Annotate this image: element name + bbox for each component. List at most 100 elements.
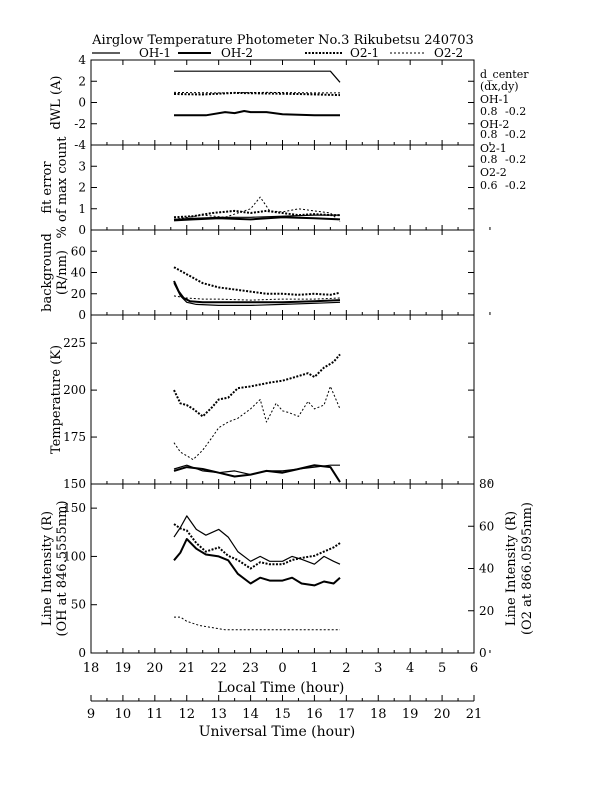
y-tick-label: 0 (78, 308, 86, 322)
local-time-axis: 18 19 20 21 22 23 0 1 2 3 4 5 6 (83, 661, 478, 676)
legend-label-o2-2: O2-2 (434, 46, 463, 60)
series-line-dwl-o2-1 (173, 91, 341, 97)
local-time-tick-label: 4 (406, 661, 414, 676)
universal-time-tick-label: 21 (466, 707, 483, 722)
y-tick-label: 4 (78, 53, 86, 67)
info-o2-1-dx: 0.8 (480, 153, 498, 166)
legend: OH-1 OH-2 O2-1 O2-2 (92, 46, 463, 60)
y-axis-label-2-line_intensity: (OH at 846.5555nm) (55, 500, 70, 636)
series-line-temperature-o2-1 (173, 353, 341, 418)
series-line-temperature-oh-2 (173, 464, 341, 483)
universal-time-axis-label: Universal Time (hour) (199, 724, 356, 740)
series-line-fit_error-oh-2 (173, 216, 341, 222)
legend-label-o2-1: O2-1 (350, 46, 379, 60)
local-time-tick-label: 0 (278, 661, 286, 676)
y-tick-label: 225 (63, 336, 86, 350)
y-tick-label: 40 (71, 266, 86, 280)
info-o2-1-dy: -0.2 (505, 153, 526, 166)
y-tick-label: -2 (74, 117, 86, 131)
info-oh-1-dy: -0.2 (505, 105, 526, 118)
series-line-fit_error-o2-2 (173, 196, 341, 222)
local-time-tick-label: 22 (210, 661, 227, 676)
info-oh-1-name: OH-1 (480, 93, 509, 106)
series-line-fit_error-o2-1 (173, 209, 340, 219)
y-tick-label-right: 40 (479, 562, 494, 576)
series-line-line_intensity-o2-2 (174, 616, 340, 631)
info-o2-2-name: O2-2 (480, 166, 507, 179)
local-time-tick-label: 6 (470, 661, 478, 676)
y-tick-label-right: 20 (479, 604, 494, 618)
panel-dwl: 4 2 0 -2 -4 dWL (A) (49, 53, 491, 152)
universal-time-tick-label: 12 (178, 707, 195, 722)
panel-background: 60 40 20 0 background (R/nm) (40, 229, 491, 322)
y-axis-label-right-line_intensity: Line Intensity (R) (504, 511, 519, 626)
series-line-temperature-o2-2 (173, 385, 341, 461)
info-heading: d_center (480, 68, 529, 81)
y-axis-label-background: background (40, 233, 55, 312)
y-tick-label: 20 (71, 287, 86, 301)
info-oh-2-dx: 0.8 (480, 128, 498, 141)
universal-time-tick-label: 17 (338, 707, 355, 722)
panel-frame-temperature (90, 314, 475, 485)
local-time-tick-label: 18 (83, 661, 100, 676)
series-line-background-o2-2 (173, 295, 341, 301)
y-axis-label-2-fit_error: % of max count (55, 136, 70, 239)
universal-time-axis: 9 10 11 12 13 14 15 16 17 18 19 20 21 (87, 695, 482, 722)
legend-label-oh-2: OH-2 (221, 46, 253, 60)
info-o2-1-name: O2-1 (480, 142, 507, 155)
universal-time-tick-label: 16 (306, 707, 323, 722)
y-tick-label: -4 (74, 138, 86, 152)
y-tick-label-right: 60 (479, 519, 494, 533)
y-tick-label-right: 0 (479, 646, 487, 660)
universal-time-tick-label: 20 (434, 707, 451, 722)
figure-title: Airglow Temperature Photometer No.3 Riku… (91, 33, 474, 48)
y-axis-label-line_intensity: Line Intensity (R) (40, 511, 55, 626)
y-tick-label: 1 (78, 202, 86, 216)
legend-label-oh-1: OH-1 (139, 46, 171, 60)
local-time-tick-label: 1 (310, 661, 318, 676)
y-axis-label-temperature: Temperature (K) (49, 345, 64, 454)
local-time-tick-label: 23 (242, 661, 259, 676)
panel-frame-dwl (90, 59, 475, 146)
y-tick-label: 100 (63, 549, 86, 563)
info-o2-2-dy: -0.2 (505, 179, 526, 192)
universal-time-tick-label: 14 (242, 707, 259, 722)
universal-time-tick-label: 11 (147, 707, 164, 722)
info-o2-2-dx: 0.6 (480, 179, 498, 192)
y-tick-label: 0 (78, 96, 86, 110)
y-tick-label: 200 (63, 383, 86, 397)
universal-time-tick-label: 10 (115, 707, 132, 722)
universal-time-tick-label: 9 (87, 707, 95, 722)
series-line-line_intensity-oh-2 (173, 538, 341, 587)
local-time-tick-label: 19 (115, 661, 132, 676)
local-time-tick-label: 20 (147, 661, 164, 676)
y-tick-label: 50 (71, 598, 86, 612)
series-line-background-oh-2 (173, 280, 341, 304)
series-line-line_intensity-oh-1 (173, 515, 341, 565)
local-time-tick-label: 2 (342, 661, 350, 676)
local-time-tick-label: 5 (438, 661, 446, 676)
info-subheading: (dx,dy) (480, 80, 519, 93)
y-tick-label: 0 (78, 646, 86, 660)
series-line-dwl-oh-1 (174, 70, 341, 83)
y-axis-label-right-2-line_intensity: (O2 at 866.0595nm) (520, 502, 535, 635)
universal-time-tick-label: 19 (402, 707, 419, 722)
panel-temperature: 225 200 175 150 Temperature (K) (49, 314, 491, 491)
info-oh-2-name: OH-2 (480, 118, 509, 131)
right-info-block: d_center (dx,dy) OH-1 0.8 -0.2 OH-2 0.8 … (480, 68, 529, 192)
y-tick-label: 0 (78, 223, 86, 237)
universal-time-tick-label: 18 (370, 707, 387, 722)
info-oh-2-dy: -0.2 (505, 128, 526, 141)
series-line-dwl-o2-2 (173, 91, 340, 94)
universal-time-tick-label: 13 (210, 707, 227, 722)
y-tick-label-right: 80 (479, 477, 494, 491)
panel-frame-line_intensity (90, 483, 475, 654)
y-axis-label-dwl: dWL (A) (49, 76, 64, 130)
series-line-dwl-oh-2 (174, 110, 340, 117)
y-axis-label-2-background: (R/nm) (55, 250, 70, 295)
y-tick-label: 2 (78, 181, 86, 195)
info-oh-1-dx: 0.8 (480, 105, 498, 118)
